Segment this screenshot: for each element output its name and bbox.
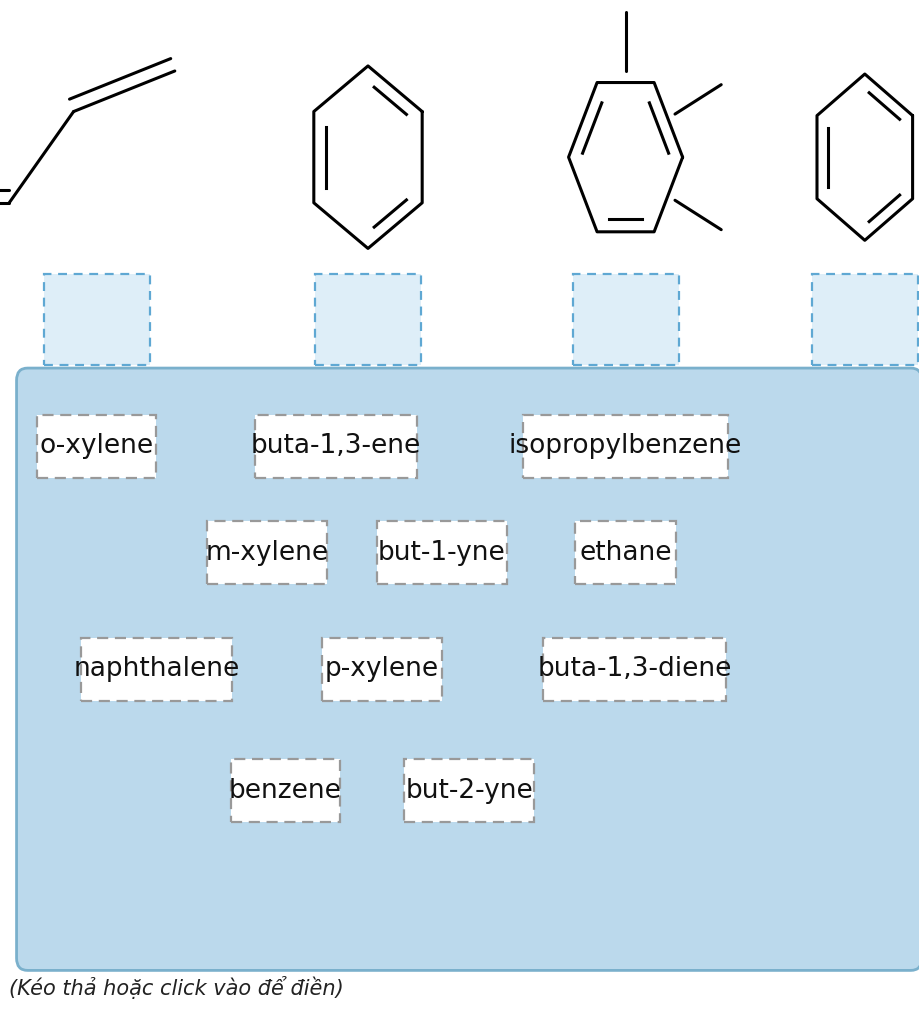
Text: benzene: benzene [229, 778, 341, 804]
FancyBboxPatch shape [81, 638, 232, 701]
FancyBboxPatch shape [255, 415, 416, 478]
Text: buta-1,3-diene: buta-1,3-diene [537, 656, 732, 682]
FancyBboxPatch shape [574, 521, 675, 584]
FancyBboxPatch shape [523, 415, 727, 478]
Text: ethane: ethane [579, 539, 671, 566]
FancyBboxPatch shape [231, 759, 339, 822]
FancyBboxPatch shape [403, 759, 534, 822]
FancyBboxPatch shape [811, 274, 917, 365]
Text: p-xylene: p-xylene [324, 656, 438, 682]
FancyBboxPatch shape [322, 638, 441, 701]
FancyBboxPatch shape [37, 415, 156, 478]
Text: but-2-yne: but-2-yne [405, 778, 532, 804]
FancyBboxPatch shape [376, 521, 506, 584]
FancyBboxPatch shape [572, 274, 678, 365]
Text: o-xylene: o-xylene [40, 433, 153, 459]
Text: buta-1,3-ene: buta-1,3-ene [250, 433, 421, 459]
FancyBboxPatch shape [17, 368, 919, 970]
Text: (Kéo thả hoặc click vào để điền): (Kéo thả hoặc click vào để điền) [9, 976, 344, 999]
Text: but-1-yne: but-1-yne [378, 539, 505, 566]
Text: m-xylene: m-xylene [205, 539, 328, 566]
FancyBboxPatch shape [207, 521, 326, 584]
FancyBboxPatch shape [44, 274, 150, 365]
Text: naphthalene: naphthalene [74, 656, 239, 682]
FancyBboxPatch shape [314, 274, 421, 365]
FancyBboxPatch shape [542, 638, 726, 701]
Text: isopropylbenzene: isopropylbenzene [508, 433, 742, 459]
